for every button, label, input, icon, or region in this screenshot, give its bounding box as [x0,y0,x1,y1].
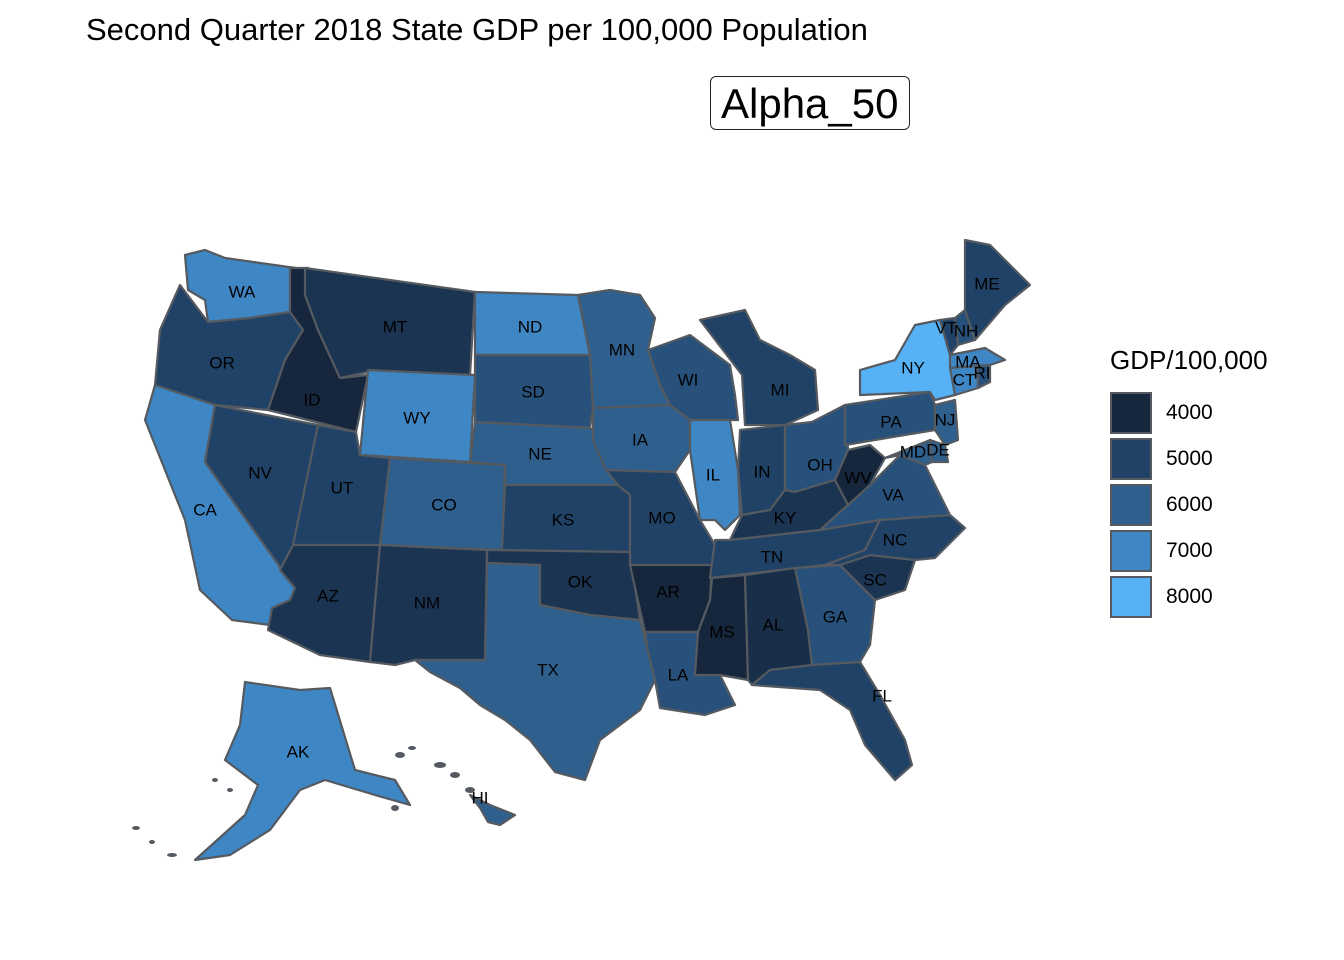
state-label-de: DE [926,441,950,460]
island [408,746,416,750]
state-label-oh: OH [807,456,833,475]
state-label-nm: NM [414,594,440,613]
legend-swatch [1110,392,1152,434]
state-label-tx: TX [537,661,559,680]
state-label-in: IN [754,463,771,482]
state-label-al: AL [763,616,784,635]
island [132,826,140,830]
state-label-nd: ND [518,318,543,337]
labels-layer: WA OR CA ID NV MT WY UT AZ CO NM ND SD NE KS OK TX MN IA MO… [193,275,1000,808]
island [167,853,177,857]
legend-label: 6000 [1166,493,1213,516]
state-label-pa: PA [880,413,902,432]
state-label-wa: WA [229,283,256,302]
legend-item: 5000 [1110,436,1268,482]
state-fl [750,660,914,782]
state-label-hi: HI [472,789,489,808]
state-label-mo: MO [648,509,675,528]
subtitle-label: Alpha_50 [710,76,910,130]
island [395,752,405,758]
state-label-or: OR [209,354,235,373]
state-label-ny: NY [901,359,925,378]
island [149,840,155,844]
state-label-ok: OK [568,573,593,592]
state-hi [468,793,517,827]
state-label-wv: WV [844,469,872,488]
state-label-me: ME [974,275,1000,294]
state-label-nh: NH [954,322,979,341]
states-layer [132,238,1032,862]
state-ma [948,346,1007,370]
state-label-ks: KS [552,511,575,530]
state-label-ia: IA [632,431,649,450]
island [391,805,399,811]
state-label-md: MD [900,443,926,462]
state-label-il: IL [706,466,720,485]
state-label-ca: CA [193,501,217,520]
state-label-ar: AR [656,583,680,602]
island [465,787,475,793]
state-label-id: ID [304,391,321,410]
state-label-nc: NC [883,531,908,550]
state-label-co: CO [431,496,457,515]
state-label-wi: WI [678,371,699,390]
legend-swatch [1110,438,1152,480]
legend-label: 4000 [1166,401,1213,424]
map-title: Second Quarter 2018 State GDP per 100,00… [86,12,868,47]
state-label-la: LA [668,666,689,685]
state-label-ct: CT [953,371,976,390]
island [450,772,460,778]
state-nj [933,398,960,447]
state-label-mt: MT [383,318,408,337]
legend-item: 8000 [1110,574,1268,620]
state-me [963,238,1032,342]
state-label-nv: NV [248,464,272,483]
legend-title: GDP/100,000 [1110,345,1268,375]
state-wi [646,333,740,422]
state-label-wy: WY [403,409,430,428]
legend-label: 7000 [1166,539,1213,562]
legend-item: 7000 [1110,528,1268,574]
state-label-va: VA [882,486,904,505]
state-label-ky: KY [774,509,797,528]
island [227,788,233,792]
state-label-tn: TN [761,548,784,567]
state-nc [823,513,967,567]
state-label-vt: VT [935,319,957,338]
legend: GDP/100,000 4000 5000 6000 7000 8000 [1110,345,1268,620]
legend-item: 6000 [1110,482,1268,528]
state-tx [413,561,657,782]
state-label-mn: MN [609,341,635,360]
state-il [688,418,742,532]
state-md [883,438,934,467]
islands [132,746,475,857]
state-label-ut: UT [331,479,354,498]
state-sd [473,353,595,430]
state-mi [698,308,820,427]
state-label-ms: MS [709,623,735,642]
legend-label: 5000 [1166,447,1213,470]
state-label-ma: MA [955,353,981,372]
state-label-mi: MI [771,381,790,400]
state-label-sc: SC [863,571,887,590]
state-ak [193,680,412,862]
state-label-fl: FL [872,687,892,706]
legend-label: 8000 [1166,585,1213,608]
legend-swatch [1110,576,1152,618]
legend-items: 4000 5000 6000 7000 8000 [1110,390,1268,620]
state-label-az: AZ [317,587,339,606]
island [212,778,218,782]
state-label-ak: AK [287,743,310,762]
state-label-sd: SD [521,383,545,402]
legend-swatch [1110,484,1152,526]
island [434,762,446,768]
state-label-ga: GA [823,608,848,627]
state-label-nj: NJ [935,411,956,430]
legend-swatch [1110,530,1152,572]
state-label-ne: NE [528,445,552,464]
state-label-ri: RI [974,364,991,383]
legend-item: 4000 [1110,390,1268,436]
